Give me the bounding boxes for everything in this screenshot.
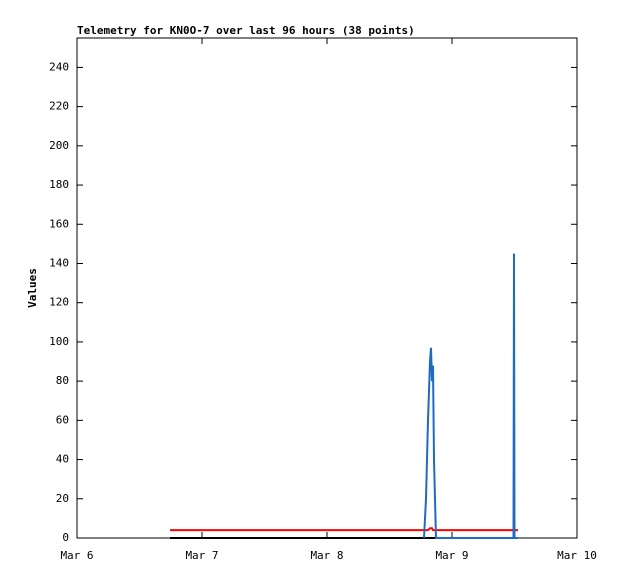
x-tick-label: Mar 10 — [557, 549, 597, 562]
y-tick-label: 40 — [56, 453, 69, 466]
y-tick-label: 180 — [49, 178, 69, 191]
x-tick-label: Mar 7 — [185, 549, 218, 562]
y-tick-label: 20 — [56, 492, 69, 505]
y-tick-label: 100 — [49, 335, 69, 348]
x-tick-label: Mar 9 — [435, 549, 468, 562]
y-tick-label: 80 — [56, 374, 69, 387]
y-tick-label: 60 — [56, 413, 69, 426]
chart-title: Telemetry for KN0O-7 over last 96 hours … — [77, 24, 415, 37]
y-tick-label: 0 — [62, 531, 69, 544]
y-tick-label: 160 — [49, 217, 69, 230]
series-line — [423, 253, 518, 539]
y-axis-label: Values — [26, 268, 39, 308]
y-tick-label: 140 — [49, 256, 69, 269]
y-tick-label: 120 — [49, 296, 69, 309]
x-tick-label: Mar 6 — [60, 549, 93, 562]
series-line — [170, 527, 518, 532]
y-tick-label: 220 — [49, 100, 69, 113]
plot-frame — [76, 37, 578, 539]
x-tick-label: Mar 8 — [310, 549, 343, 562]
y-tick-label: 200 — [49, 139, 69, 152]
y-tick-label: 240 — [49, 60, 69, 73]
